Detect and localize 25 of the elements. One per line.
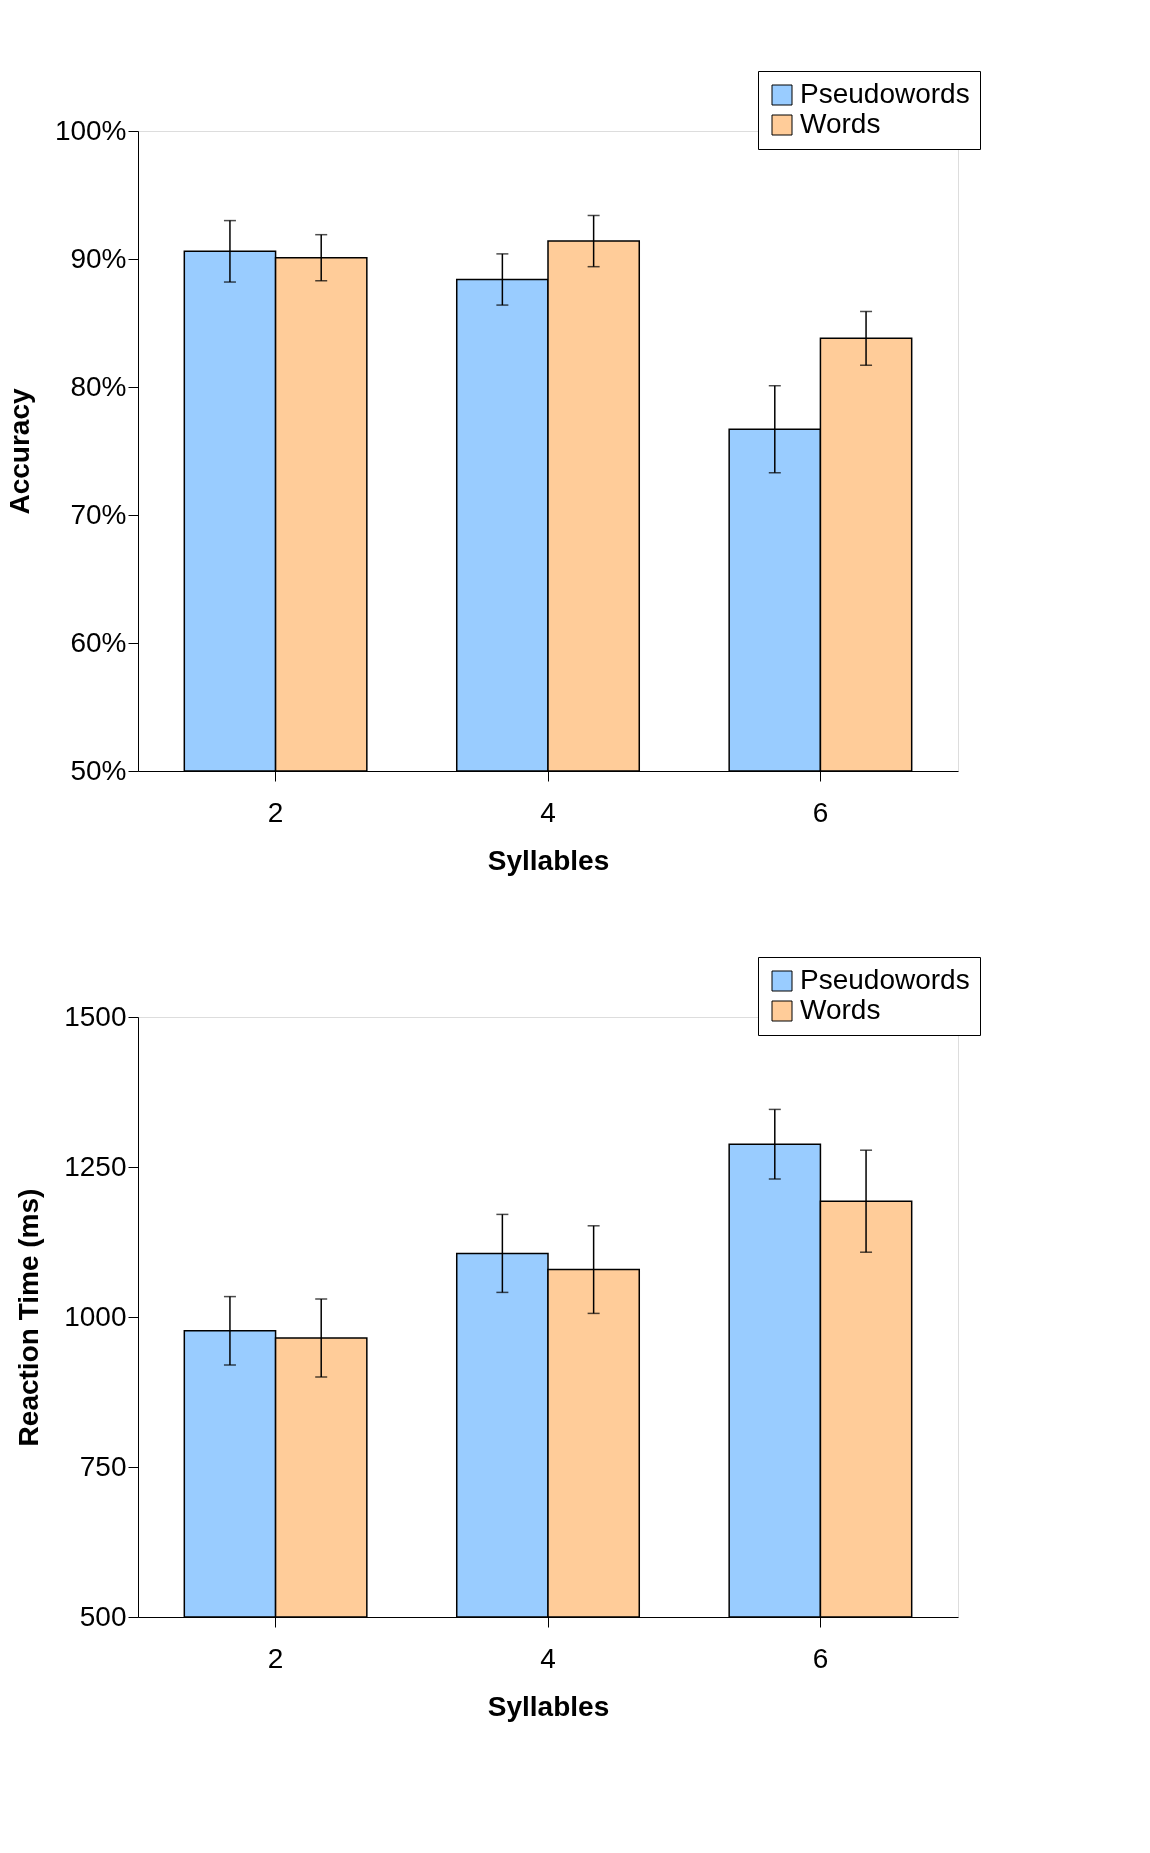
- x-axis-title: Syllables: [487, 1690, 610, 1722]
- x-tick-label: 4: [540, 796, 556, 828]
- x-tick-label: 6: [812, 796, 829, 828]
- x-tick-label: 2: [267, 1642, 284, 1674]
- x-tick-label: 6: [812, 1642, 829, 1674]
- x-tick-label: 2: [267, 796, 284, 828]
- x-axis-title: Syllables: [487, 844, 610, 876]
- y-tick-label: 60%: [70, 626, 127, 658]
- legend-label: Pseudowords: [800, 964, 970, 995]
- y-axis-title: Reaction Time (ms): [13, 1188, 45, 1447]
- y-tick-label: 1500: [64, 1000, 127, 1032]
- legend-label: Words: [800, 108, 881, 139]
- y-tick-label: 90%: [70, 242, 127, 274]
- y-tick-label: 50%: [70, 754, 127, 786]
- legend-label: Pseudowords: [800, 78, 970, 109]
- y-tick-label: 80%: [70, 370, 127, 402]
- y-tick-label: 500: [79, 1600, 127, 1632]
- y-axis-title: Accuracy: [3, 388, 35, 515]
- y-tick-label: 750: [79, 1450, 127, 1482]
- y-tick-label: 70%: [70, 498, 127, 530]
- x-tick-label: 4: [540, 1642, 556, 1674]
- legend-label: Words: [800, 994, 881, 1025]
- y-tick-label: 1000: [64, 1300, 127, 1332]
- y-tick-label: 1250: [64, 1150, 127, 1182]
- y-tick-label: 100%: [54, 114, 127, 146]
